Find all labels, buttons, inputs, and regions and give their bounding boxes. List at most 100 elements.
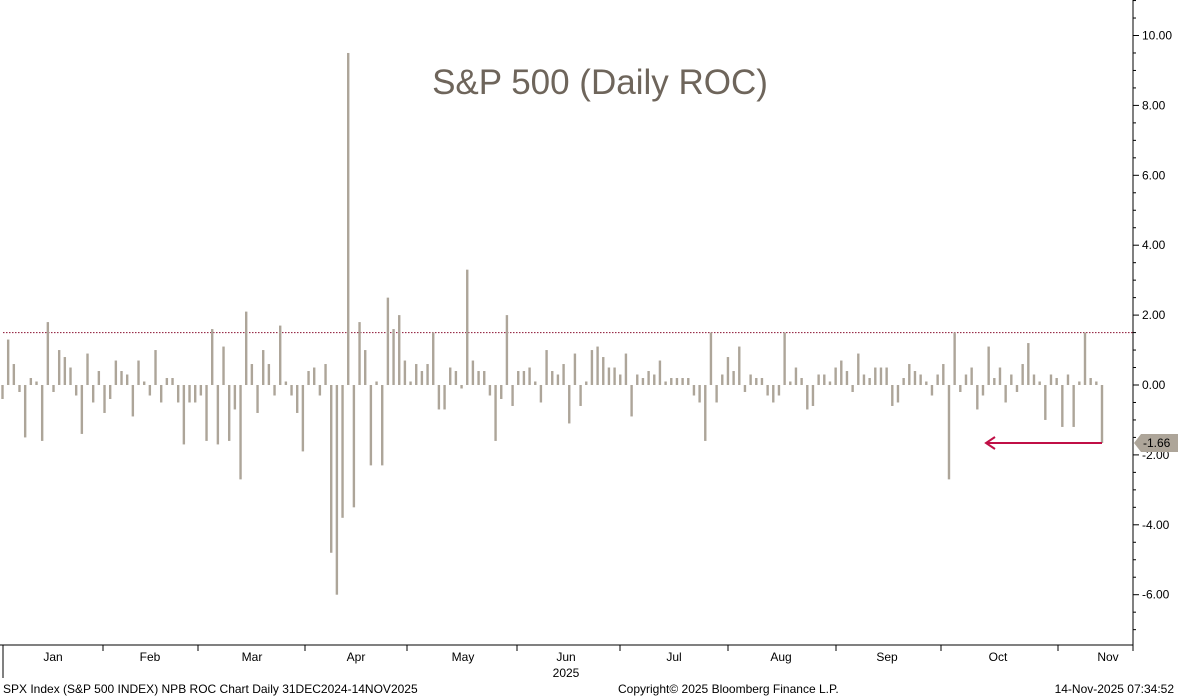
bar xyxy=(1010,374,1013,385)
bar xyxy=(262,350,265,385)
bar xyxy=(670,378,673,385)
bar xyxy=(800,378,803,385)
bar xyxy=(953,332,956,385)
bar xyxy=(205,385,208,441)
bar xyxy=(936,374,939,385)
bar xyxy=(245,311,248,385)
bar xyxy=(137,360,140,385)
bar xyxy=(335,385,339,595)
y-tick-label: 8.00 xyxy=(1142,98,1166,112)
bar xyxy=(653,374,656,385)
bar xyxy=(760,378,764,385)
bar xyxy=(925,381,928,385)
x-tick-label: Oct xyxy=(989,650,1008,664)
bar xyxy=(732,371,735,385)
bar xyxy=(108,385,112,399)
bar xyxy=(596,346,599,385)
bar xyxy=(919,374,922,385)
bar xyxy=(443,385,446,410)
bar xyxy=(551,371,554,385)
bar xyxy=(188,385,191,403)
bar xyxy=(239,385,242,480)
bar xyxy=(1,385,4,399)
bar xyxy=(142,381,146,385)
chart-title: S&P 500 (Daily ROC) xyxy=(432,63,768,102)
bar xyxy=(1004,385,1007,403)
bar xyxy=(692,385,696,396)
bar xyxy=(171,378,174,385)
bar xyxy=(165,378,169,385)
bar xyxy=(12,364,16,385)
bar xyxy=(998,367,1002,385)
bar xyxy=(675,378,679,385)
bar xyxy=(1055,378,1058,385)
y-tick-label: 4.00 xyxy=(1142,238,1166,252)
bar xyxy=(392,329,395,385)
bar xyxy=(500,385,503,399)
bar xyxy=(114,360,118,385)
bar xyxy=(18,385,21,392)
bar xyxy=(783,332,786,385)
bar xyxy=(46,322,50,385)
bar xyxy=(840,360,843,385)
bar xyxy=(381,385,384,466)
bars-group xyxy=(1,52,1104,595)
bar xyxy=(1032,374,1036,385)
bar xyxy=(772,385,775,403)
bar xyxy=(120,371,123,385)
bar xyxy=(874,367,877,385)
bar xyxy=(307,371,310,385)
bar xyxy=(1089,378,1092,385)
last-value-box xyxy=(1134,434,1178,453)
bar xyxy=(743,385,747,392)
bar xyxy=(1066,374,1070,385)
bar xyxy=(681,378,684,385)
bar xyxy=(69,367,72,385)
bar xyxy=(891,385,894,406)
bar xyxy=(828,381,832,385)
bar xyxy=(483,371,486,385)
bar xyxy=(947,385,951,480)
x-tick-label: Jul xyxy=(666,650,681,664)
bar xyxy=(755,378,758,385)
bar xyxy=(91,385,95,403)
bar xyxy=(318,385,322,396)
bar xyxy=(182,385,186,445)
x-tick-label: Jun xyxy=(556,650,575,664)
bar xyxy=(511,385,514,406)
bar xyxy=(40,385,44,441)
bar xyxy=(981,385,985,396)
bar xyxy=(216,385,220,445)
bar xyxy=(738,346,741,385)
bar xyxy=(636,374,639,385)
bar xyxy=(528,367,531,385)
bar xyxy=(749,374,752,385)
bar xyxy=(420,371,424,385)
bar xyxy=(477,371,480,385)
bar xyxy=(930,385,934,396)
bar xyxy=(885,367,888,385)
bar xyxy=(970,367,973,385)
bar xyxy=(545,350,548,385)
bar xyxy=(426,364,429,385)
bar xyxy=(987,346,990,385)
bar xyxy=(630,385,633,417)
y-tick-label: 2.00 xyxy=(1142,308,1166,322)
x-tick-label: Sep xyxy=(876,650,898,664)
bar xyxy=(301,385,305,452)
bar xyxy=(375,381,378,385)
footer-copyright: Copyright© 2025 Bloomberg Finance L.P. xyxy=(618,682,839,696)
bar xyxy=(284,381,288,385)
bar xyxy=(103,385,106,413)
bar xyxy=(386,297,390,386)
bar xyxy=(658,360,662,385)
bar xyxy=(539,385,543,403)
bar xyxy=(857,353,860,385)
annotation-arrow-head xyxy=(984,436,996,450)
y-tick-label: -4.00 xyxy=(1142,518,1170,532)
bar xyxy=(409,381,412,385)
bar xyxy=(794,367,798,385)
bar xyxy=(806,385,809,410)
last-value-annotation: -1.66 xyxy=(984,434,1178,453)
x-tick-label: Apr xyxy=(347,650,366,664)
